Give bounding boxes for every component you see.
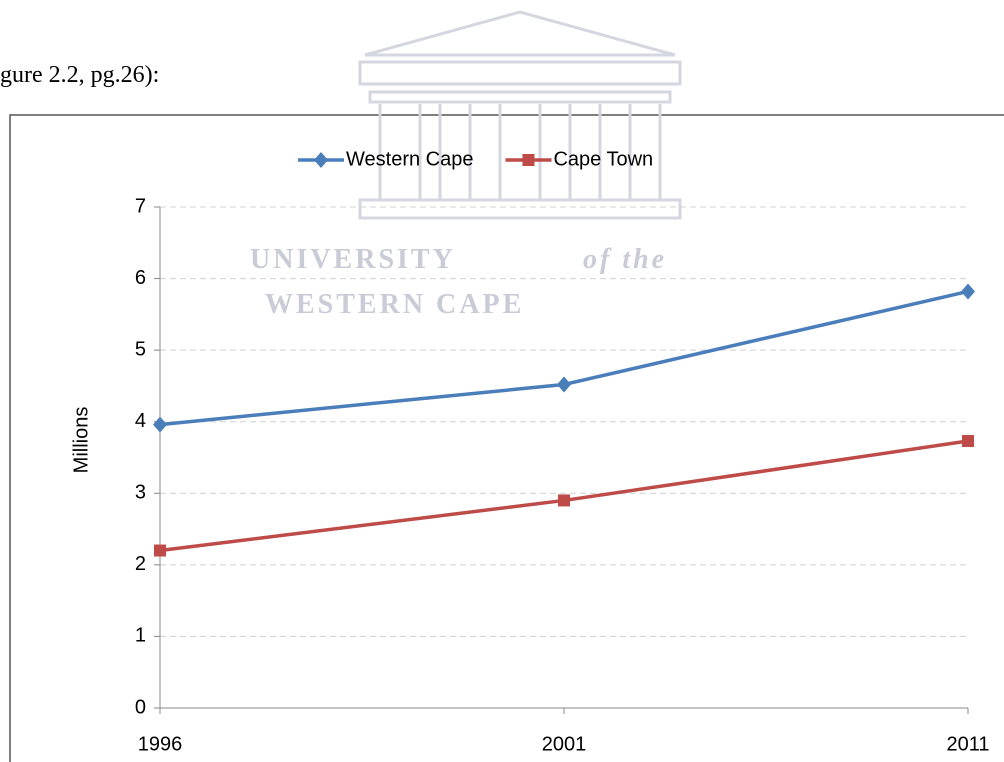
- y-tick-label: 1: [135, 625, 146, 647]
- x-tick-label: 2001: [542, 733, 587, 755]
- y-tick-label: 4: [135, 410, 146, 432]
- point: [522, 154, 535, 166]
- point: [557, 376, 571, 393]
- point: [961, 283, 975, 300]
- y-tick-label: 3: [135, 482, 146, 504]
- watermark-text: of the: [583, 244, 667, 275]
- point: [153, 416, 167, 433]
- caption: gure 2.2, pg.26):: [0, 62, 159, 88]
- y-tick-label: 7: [135, 195, 146, 217]
- watermark-text: UNIVERSITY: [250, 244, 456, 275]
- legend-label: Western Cape: [346, 148, 473, 170]
- y-tick-label: 5: [135, 338, 146, 360]
- y-tick-label: 6: [135, 267, 146, 289]
- y-axis-label: Millions: [70, 407, 92, 474]
- y-tick-label: 0: [135, 696, 146, 718]
- watermark-text: WESTERN CAPE: [265, 289, 524, 320]
- point: [962, 435, 974, 448]
- point: [154, 544, 166, 557]
- point: [314, 152, 328, 168]
- y-tick-label: 2: [135, 553, 146, 575]
- watermark-logo: [358, 10, 682, 220]
- x-tick-label: 1996: [138, 733, 183, 755]
- x-tick-label: 2011: [946, 733, 989, 755]
- chart-frame: [9, 114, 1004, 762]
- point: [558, 494, 570, 507]
- legend-label: Cape Town: [553, 148, 653, 170]
